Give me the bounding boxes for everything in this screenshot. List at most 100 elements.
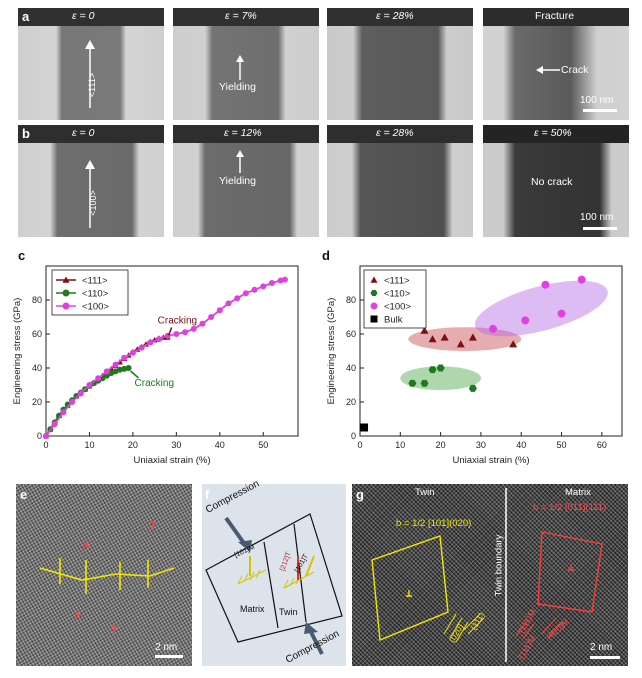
x-axis-label: Uniaxial strain (%) (452, 455, 529, 466)
data-point (360, 423, 369, 432)
y-tick-label: 80 (32, 295, 42, 305)
strain-label-b1: ε = 0 (72, 127, 95, 139)
data-point (43, 433, 49, 439)
y-tick-label: 0 (351, 431, 356, 441)
y-tick-label: 40 (32, 363, 42, 373)
cluster-ellipse (408, 327, 522, 351)
yielding-label-b: Yielding (219, 175, 256, 187)
panel-label-a: a (22, 9, 30, 24)
data-point (468, 384, 477, 392)
data-point (199, 320, 206, 327)
y-tick-label: 0 (37, 431, 42, 441)
x-tick-label: 0 (43, 440, 48, 450)
data-point (173, 331, 180, 337)
scale-bar-a-label: 100 nm (580, 95, 614, 106)
arrow-up-icon (85, 40, 95, 108)
scale-bar-e-label: 2 nm (155, 642, 178, 653)
plot-frame (45, 265, 299, 437)
data-point (541, 280, 550, 289)
data-point (408, 379, 417, 387)
tem-a1 (18, 8, 164, 120)
scale-bar-g-label: 2 nm (590, 642, 613, 653)
arrow-up-icon (236, 150, 244, 173)
x-tick-label: 10 (395, 440, 405, 450)
cluster-ellipse (400, 366, 481, 391)
crack-label: Crack (561, 64, 589, 76)
data-point (155, 336, 162, 343)
x-tick-label: 50 (258, 440, 268, 450)
annotation-cracking-110: Cracking (135, 378, 174, 389)
orientation-111-label: <111> (87, 72, 98, 98)
x-tick-label: 40 (215, 440, 225, 450)
y-tick-label: 20 (32, 397, 42, 407)
matrix-label-g: Matrix (565, 487, 591, 498)
data-point (281, 276, 288, 283)
x-axis-label: Uniaxial strain (%) (133, 455, 210, 466)
data-point (428, 335, 437, 343)
data-point (242, 290, 249, 297)
legend-label: <111> (82, 276, 108, 287)
no-crack-label: No crack (531, 176, 573, 188)
data-point (557, 309, 566, 318)
data-point (125, 365, 132, 371)
scale-bar-b (583, 227, 617, 230)
twin-label-f: Twin (279, 607, 298, 617)
strain-label-a3: ε = 28% (376, 10, 414, 22)
data-point (103, 372, 110, 379)
x-tick-label: 40 (516, 440, 526, 450)
y-axis-label: Engineering stress (GPa) (326, 298, 337, 405)
data-point (234, 295, 241, 302)
data-point (190, 325, 197, 332)
panel-label-g: g (356, 487, 364, 502)
y-tick-label: 80 (346, 295, 356, 305)
legend-marker (62, 302, 70, 310)
x-tick-label: 60 (597, 440, 607, 450)
data-point (86, 382, 93, 388)
x-tick-label: 50 (557, 440, 567, 450)
data-point (103, 368, 110, 375)
data-point (95, 375, 102, 382)
hrtem-g (352, 484, 628, 666)
yielding-label-a: Yielding (219, 81, 256, 93)
data-point (420, 379, 429, 387)
data-point (456, 340, 465, 348)
data-point (420, 326, 429, 334)
legend-marker (370, 276, 378, 283)
y-tick-label: 20 (346, 397, 356, 407)
schematic-g (371, 488, 603, 662)
annotation-arrow (167, 327, 173, 336)
data-point (73, 393, 80, 400)
data-point (577, 275, 586, 284)
x-tick-label: 30 (171, 440, 181, 450)
legend-label: <110> (384, 289, 411, 300)
panel-label-b: b (22, 126, 30, 141)
hrtem-e (16, 484, 192, 666)
y-tick-label: 40 (346, 363, 356, 373)
annotation-cracking-111: Cracking (158, 315, 197, 326)
strain-label-b3: ε = 28% (376, 127, 414, 139)
data-point (436, 364, 445, 372)
arrow-left-icon (536, 66, 560, 74)
data-point (129, 349, 136, 356)
tem-a3 (327, 8, 473, 120)
panel-label-c: c (18, 248, 26, 263)
y-tick-label: 60 (346, 329, 356, 339)
data-point (468, 333, 477, 341)
legend-label: <111> (384, 276, 410, 287)
tem-b2 (173, 125, 319, 237)
legend-marker (62, 289, 70, 297)
legend-label: <100> (82, 302, 109, 313)
x-tick-label: 0 (357, 440, 362, 450)
burgers-matrix-label: b = 1/2 [011](111) (533, 502, 607, 513)
strain-label-b4: ε = 50% (534, 127, 572, 139)
data-point (521, 316, 530, 325)
twin-boundary-label: Twin boundary (493, 534, 505, 597)
x-tick-label: 30 (476, 440, 486, 450)
tem-b3 (327, 125, 473, 237)
strain-label-a1: ε = 0 (72, 10, 95, 22)
burgers-twin-label: b = 1/2 [101](020) (396, 518, 472, 529)
scale-bar-b-label: 100 nm (580, 212, 614, 223)
panel-label-e: e (20, 487, 28, 502)
legend-marker (370, 302, 378, 310)
schematic-f (205, 513, 343, 655)
